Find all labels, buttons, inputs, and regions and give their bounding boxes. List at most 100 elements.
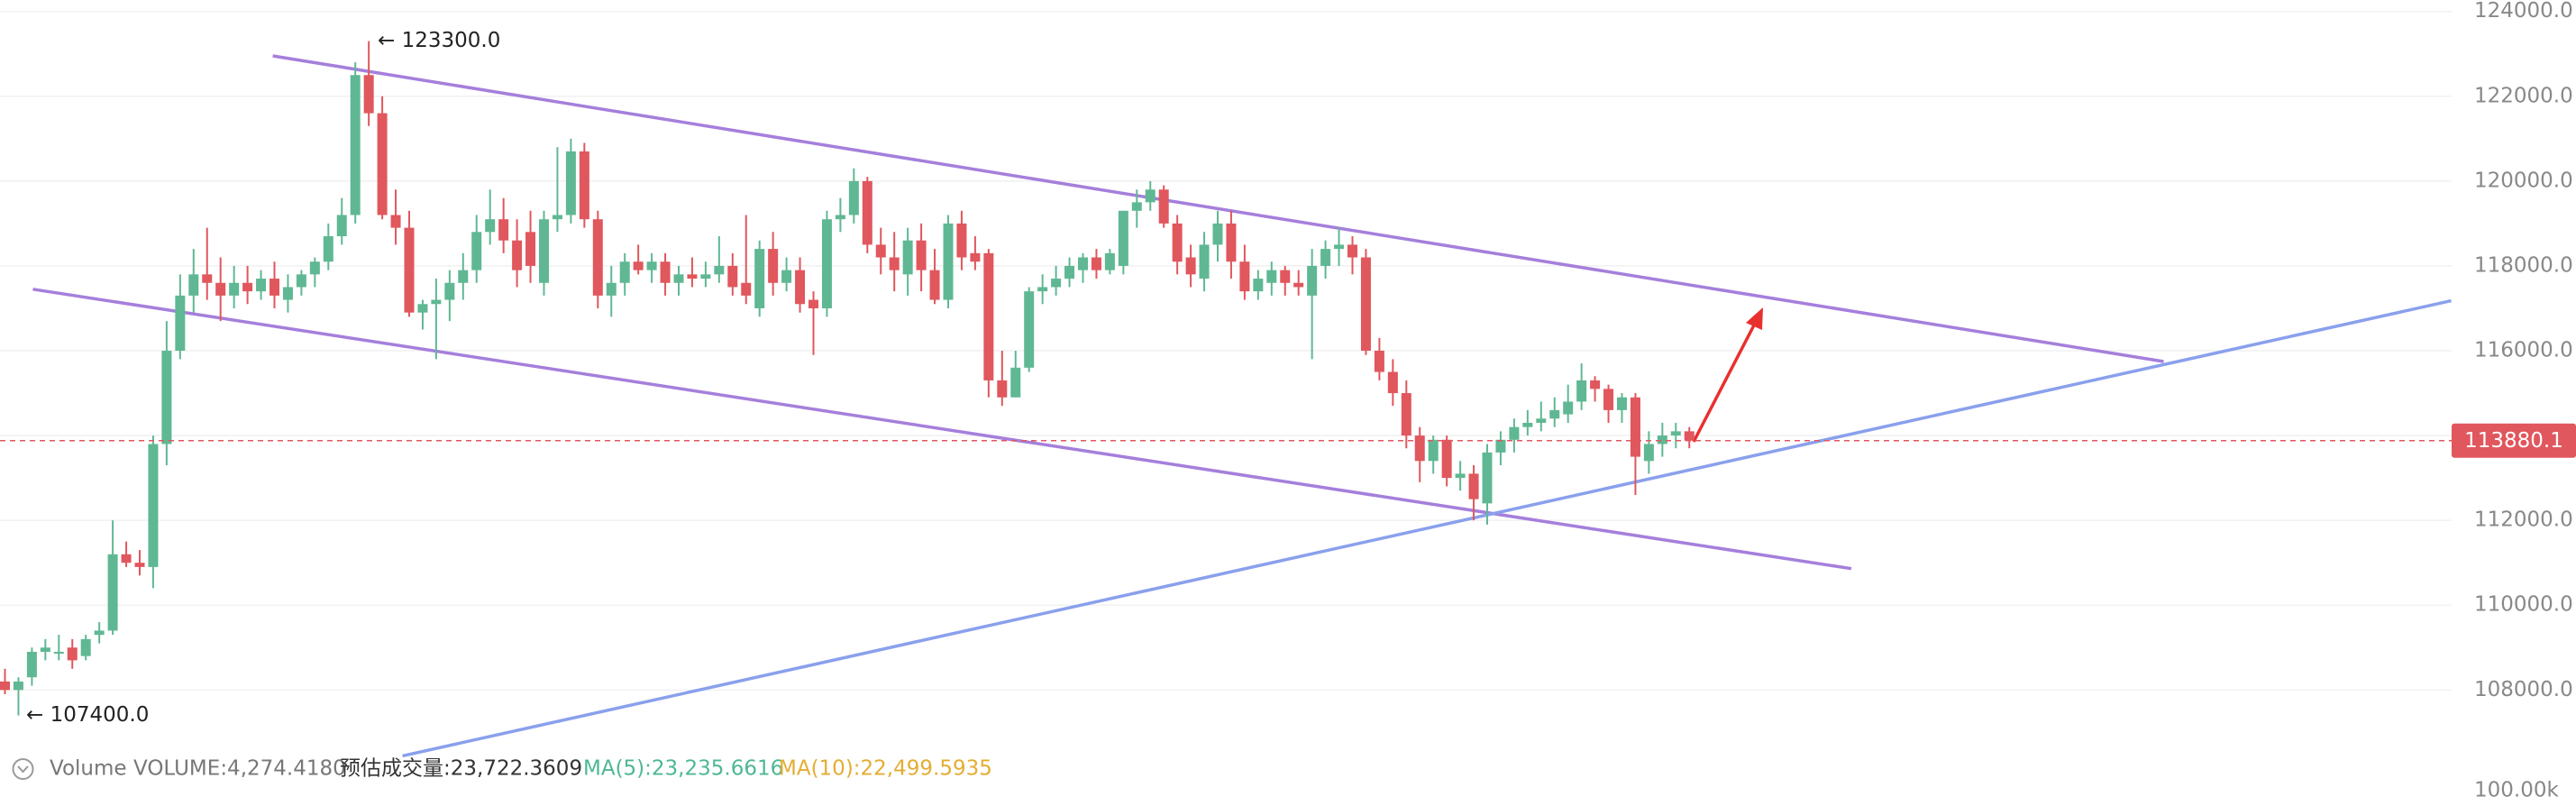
- candle-body: [1414, 435, 1425, 462]
- candle-body: [242, 282, 253, 292]
- candle-body: [714, 265, 725, 275]
- candle-body: [1253, 279, 1264, 292]
- candle-body: [1266, 270, 1277, 283]
- candle-body: [1051, 279, 1062, 288]
- candle-body: [229, 282, 240, 296]
- candle-body: [1118, 210, 1128, 266]
- candle-body: [0, 681, 10, 691]
- candle-body: [1212, 223, 1223, 245]
- candle-body: [336, 215, 347, 237]
- arrow-head: [1746, 307, 1763, 330]
- candle-body: [431, 299, 442, 305]
- candle-body: [1657, 435, 1667, 444]
- candle-body: [916, 240, 927, 270]
- candle-body: [1468, 473, 1479, 499]
- candle-body: [309, 261, 320, 275]
- trend-line: [32, 288, 1852, 571]
- candle-body: [296, 274, 306, 288]
- candle-body: [13, 681, 23, 691]
- candle-body: [1320, 249, 1331, 266]
- candle-body: [525, 232, 536, 266]
- candle-body: [121, 554, 132, 563]
- candle-body: [26, 651, 37, 678]
- candle-body: [970, 252, 981, 262]
- candle-body: [1643, 444, 1654, 462]
- candle-body: [835, 215, 845, 220]
- chevron: [17, 765, 29, 774]
- candle-body: [1441, 439, 1452, 479]
- candle-body: [862, 180, 872, 245]
- candle-body: [983, 252, 994, 380]
- candle-body: [795, 270, 806, 305]
- candle-body: [471, 232, 482, 270]
- candle-body: [1334, 244, 1345, 250]
- candle-body: [256, 279, 267, 292]
- candle-body: [485, 219, 496, 233]
- candle-body: [323, 236, 333, 262]
- candle-body: [1199, 244, 1210, 279]
- candle-body: [929, 270, 940, 300]
- volume-estimate: 预估成交量:23,722.3609: [340, 757, 582, 781]
- candle-body: [1239, 261, 1250, 292]
- collapse-icon[interactable]: [12, 758, 34, 780]
- candles: [0, 41, 1694, 716]
- candle-body: [1145, 189, 1156, 203]
- candle-body: [134, 563, 145, 567]
- candle-body: [727, 265, 738, 288]
- candle-body: [1536, 418, 1547, 423]
- candle-body: [1010, 367, 1021, 398]
- ma10: MA(10):22,499.5935: [779, 757, 992, 781]
- candle-body: [350, 75, 361, 215]
- y-tick-label: 112000.0: [2474, 508, 2573, 532]
- candle-body: [1522, 422, 1533, 427]
- candle-body: [754, 249, 765, 308]
- candle-body: [498, 219, 509, 241]
- candle-body: [660, 261, 671, 283]
- candle-body: [1670, 431, 1681, 436]
- candle-body: [148, 444, 159, 567]
- candle-body: [768, 249, 779, 283]
- candle-body: [956, 223, 967, 258]
- candle-body: [1064, 265, 1075, 279]
- candle-body: [1401, 393, 1411, 436]
- candle-body: [687, 274, 698, 279]
- candle-body: [1684, 431, 1694, 441]
- volume-legend: Volume VOLUME:4,274.4180 预估成交量:23,722.36…: [12, 757, 2559, 802]
- candle-body: [889, 257, 900, 270]
- y-tick-label: 124000.0: [2474, 0, 2573, 23]
- candle-body: [997, 380, 1008, 398]
- candle-body: [781, 270, 792, 283]
- candle-body: [1617, 397, 1627, 410]
- candle-body: [606, 282, 617, 296]
- trend-lines: [32, 54, 2452, 758]
- candle-body: [444, 282, 455, 300]
- candle-body: [592, 219, 603, 296]
- candle-body: [1563, 401, 1574, 415]
- candle-body: [404, 227, 415, 313]
- candle-body: [1091, 257, 1101, 270]
- candle-body: [269, 279, 279, 296]
- candle-body: [646, 261, 657, 270]
- candle-body: [1387, 371, 1398, 394]
- volume-value: VOLUME:4,274.4180: [133, 757, 346, 781]
- candle-body: [512, 240, 523, 270]
- candle-body: [1576, 380, 1587, 402]
- candle-body: [1590, 380, 1601, 389]
- candle-body: [1226, 223, 1237, 262]
- candle-body: [1293, 282, 1304, 288]
- candle-body: [377, 113, 388, 215]
- y-tick-label: 108000.0: [2474, 678, 2573, 701]
- y-tick-label: 116000.0: [2474, 339, 2573, 362]
- candle-body: [215, 282, 226, 296]
- candle-body: [53, 651, 64, 654]
- candle-body: [390, 215, 401, 228]
- y-tick-label: 110000.0: [2474, 593, 2573, 617]
- candle-body: [1509, 426, 1520, 440]
- candle-body: [67, 647, 78, 661]
- candle-body: [1307, 265, 1318, 296]
- candle-body: [1495, 439, 1506, 453]
- volume-name: Volume: [50, 757, 127, 781]
- candle-body: [1078, 257, 1088, 270]
- candle-body: [808, 299, 818, 308]
